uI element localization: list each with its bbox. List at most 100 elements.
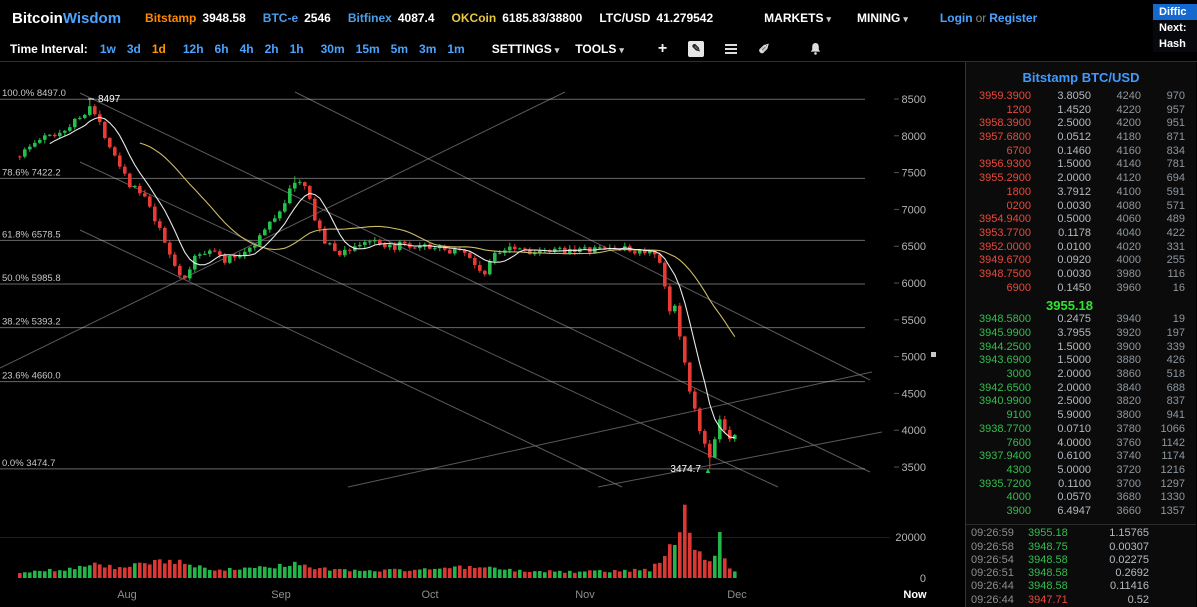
- bid-row-price: 3945.9900: [979, 327, 1031, 339]
- ticker-ltc-usd[interactable]: LTC/USD 41.279542: [599, 11, 713, 25]
- ticker-name: Bitstamp: [145, 11, 197, 25]
- interval-3m[interactable]: 3m: [419, 41, 437, 56]
- ticker-name: BTC-e: [262, 11, 299, 25]
- trade-amount: 0.00307: [1109, 540, 1149, 553]
- ticker-bitstamp[interactable]: Bitstamp 3948.58: [145, 11, 246, 25]
- price-chart[interactable]: 100.0% 8497.0 78.6% 7422.2 61.8% 6578.5 50.…: [0, 62, 965, 607]
- ask-row-amount: 1.4520: [1057, 103, 1091, 116]
- ask-row: 3954.9400 0.5000 4060 489: [966, 213, 1196, 227]
- svg-text:4000: 4000: [902, 425, 926, 437]
- svg-text:Sep: Sep: [271, 589, 291, 601]
- menu-markets[interactable]: MARKETS ▾: [764, 11, 831, 25]
- ask-row-sum: 694: [1166, 172, 1185, 185]
- ask-row-price: 3957.6800: [979, 131, 1031, 144]
- ask-row-price: 3949.6700: [979, 254, 1031, 267]
- settings-dropdown[interactable]: SETTINGS ▾: [492, 42, 560, 56]
- interval-6h[interactable]: 6h: [214, 41, 229, 56]
- svg-text:78.6% 7422.2: 78.6% 7422.2: [2, 167, 61, 178]
- interval-1w[interactable]: 1w: [99, 41, 116, 56]
- interval-2h[interactable]: 2h: [264, 41, 279, 56]
- svg-text:0: 0: [920, 573, 926, 585]
- chart-canvas[interactable]: 100.0% 8497.0 78.6% 7422.2 61.8% 6578.5 50.…: [0, 62, 965, 607]
- interval-3d[interactable]: 3d: [126, 41, 141, 56]
- bid-row: 3935.7200 0.1100 3700 1297: [966, 478, 1196, 492]
- chevron-down-icon: ▾: [826, 14, 832, 24]
- bid-row: 3940.9900 2.5000 3820 837: [966, 395, 1196, 409]
- ask-row: 3955.2900 2.0000 4120 694: [966, 172, 1196, 186]
- ask-row: 6700 0.1460 4160 834: [966, 145, 1196, 159]
- menu-mining[interactable]: MINING ▾: [857, 11, 908, 25]
- interval-12h[interactable]: 12h: [182, 41, 204, 56]
- svg-text:5500: 5500: [902, 315, 926, 327]
- svg-text:5000: 5000: [902, 352, 926, 364]
- ask-row: 3952.0000 0.0100 4020 331: [966, 241, 1196, 255]
- bid-row-level: 3680: [1116, 491, 1141, 504]
- ticker-bitfinex[interactable]: Bitfinex 4087.4: [348, 11, 435, 25]
- tools-dropdown[interactable]: TOOLS ▾: [575, 42, 624, 56]
- app-logo[interactable]: BitcoinWisdom: [12, 10, 121, 27]
- ask-row-level: 3980: [1116, 267, 1141, 280]
- login-link[interactable]: Login: [939, 11, 973, 25]
- brush-icon[interactable]: ✐: [758, 40, 770, 57]
- bid-row-price: 3948.5800: [979, 313, 1031, 326]
- bid-row-amount: 5.0000: [1057, 463, 1091, 476]
- ask-row-level: 4240: [1116, 90, 1141, 102]
- svg-text:6000: 6000: [902, 278, 926, 290]
- bid-row: 7600 4.0000 3760 1142: [966, 437, 1196, 451]
- ask-row-amount: 3.8050: [1057, 90, 1091, 102]
- ask-row-level: 4120: [1116, 172, 1141, 185]
- ask-row-sum: 489: [1166, 213, 1185, 226]
- chevron-down-icon: ▾: [903, 14, 908, 24]
- bid-row-level: 3880: [1116, 354, 1141, 367]
- add-indicator-icon[interactable]: +: [657, 39, 668, 57]
- difficulty-panel[interactable]: Diffic Next: Hash: [1153, 4, 1197, 52]
- bid-row-sum: 426: [1166, 354, 1185, 367]
- logo-text-bitcoin: Bitcoin: [12, 9, 63, 27]
- bid-row-amount: 3.7955: [1057, 327, 1091, 339]
- alert-bell-icon[interactable]: [809, 42, 822, 56]
- ask-row-amount: 0.0512: [1057, 131, 1091, 144]
- svg-text:7000: 7000: [902, 204, 926, 216]
- bid-row-price: 4000: [1006, 491, 1031, 504]
- ticker-okcoin[interactable]: OKCoin 6185.83/38800: [452, 11, 583, 25]
- ask-row-amount: 0.0100: [1057, 240, 1091, 253]
- svg-text:4500: 4500: [902, 388, 926, 400]
- bid-row: 9100 5.9000 3800 941: [966, 409, 1196, 423]
- bid-row-amount: 1.5000: [1057, 340, 1091, 353]
- trade-amount: 1.15765: [1109, 527, 1149, 540]
- ask-row-level: 4040: [1116, 226, 1141, 239]
- trade-amount: 0.2692: [1115, 567, 1149, 580]
- svg-text:Now: Now: [903, 589, 927, 601]
- bid-row: 3000 2.0000 3860 518: [966, 368, 1196, 382]
- ask-row-amount: 0.5000: [1057, 213, 1091, 226]
- bid-row-amount: 0.1100: [1058, 477, 1091, 490]
- pencil-draw-icon[interactable]: ✎: [688, 40, 705, 57]
- ask-row-sum: 16: [1172, 281, 1185, 294]
- trendlines-icon[interactable]: [725, 42, 738, 56]
- bid-list: 3948.5800 0.2475 3940 19 3945.9900 3.7955 3920…: [966, 313, 1196, 518]
- bid-row-price: 7600: [1006, 436, 1031, 449]
- svg-text:0.0% 3474.7: 0.0% 3474.7: [2, 458, 55, 469]
- next-difficulty-row: Next:: [1153, 20, 1197, 36]
- interval-1h[interactable]: 1h: [289, 41, 304, 56]
- ticker-name: LTC/USD: [599, 11, 651, 25]
- svg-text:Oct: Oct: [421, 589, 438, 601]
- ask-row-sum: 591: [1166, 185, 1185, 198]
- interval-5m[interactable]: 5m: [390, 41, 409, 56]
- ask-row-sum: 781: [1166, 158, 1185, 171]
- interval-1m[interactable]: 1m: [447, 41, 465, 56]
- ask-row-price: 6700: [1006, 144, 1031, 157]
- logo-text-wisdom: Wisdom: [62, 9, 122, 27]
- ask-row-price: 3958.3900: [979, 117, 1031, 130]
- bid-row-level: 3820: [1116, 395, 1141, 408]
- trade-amount: 0.11416: [1110, 580, 1149, 593]
- interval-1d[interactable]: 1d: [151, 41, 166, 56]
- interval-15m[interactable]: 15m: [355, 41, 380, 56]
- ask-row-sum: 571: [1166, 199, 1185, 212]
- interval-30m[interactable]: 30m: [320, 41, 345, 56]
- trade-price: 3948.58: [1028, 567, 1068, 580]
- settings-label: SETTINGS: [491, 41, 552, 56]
- register-link[interactable]: Register: [989, 11, 1038, 25]
- ticker-btc-e[interactable]: BTC-e 2546: [263, 11, 331, 25]
- interval-4h[interactable]: 4h: [239, 41, 254, 56]
